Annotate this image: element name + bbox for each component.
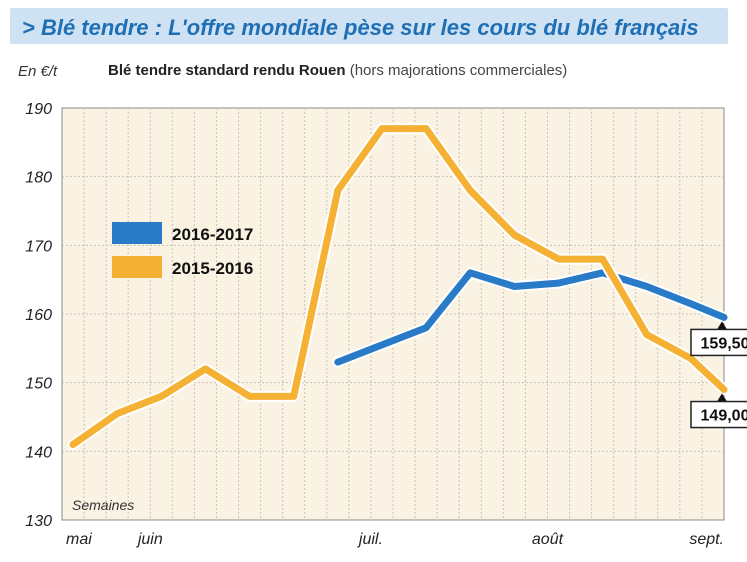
y-tick-label: 180 [25, 170, 52, 187]
y-tick-label: 140 [25, 444, 52, 461]
chart-title: > Blé tendre : L'offre mondiale pèse sur… [22, 15, 699, 40]
series-line-2016-2017 [334, 269, 728, 366]
title-banner: > Blé tendre : L'offre mondiale pèse sur… [10, 8, 728, 44]
subtitle-note: (hors majorations commerciales) [349, 62, 568, 79]
x-tick-label: juil. [357, 531, 383, 548]
y-tick-label: 130 [25, 513, 52, 530]
y-unit-label: En €/t [18, 63, 58, 80]
subtitle-main: Blé tendre standard rendu Rouen [108, 62, 346, 79]
callout-pointer [717, 393, 727, 402]
y-tick-label: 190 [25, 101, 52, 118]
legend-swatch [112, 222, 162, 244]
x-tick-label: juin [136, 531, 163, 548]
value-callout-box [690, 400, 747, 429]
y-tick-label: 170 [25, 238, 52, 255]
x-tick-label: mai [66, 531, 92, 548]
x-axis-title: Semaines [72, 497, 134, 513]
legend-label: 2016-2017 [172, 225, 253, 244]
legend-label: 2015-2016 [172, 259, 253, 278]
value-callout-label: 159,50 [701, 335, 747, 352]
legend-swatch [112, 256, 162, 278]
callout-pointer [717, 321, 727, 330]
value-callout-box [690, 328, 747, 357]
y-tick-label: 160 [25, 307, 52, 324]
value-callout-label: 149,00 [701, 408, 747, 425]
x-tick-label: sept. [689, 531, 724, 548]
x-tick-label: août [532, 531, 564, 548]
y-tick-label: 150 [25, 376, 52, 393]
chart-subtitle: Blé tendre standard rendu Rouen (hors ma… [108, 62, 567, 79]
series-line-2015-2016 [69, 125, 728, 448]
